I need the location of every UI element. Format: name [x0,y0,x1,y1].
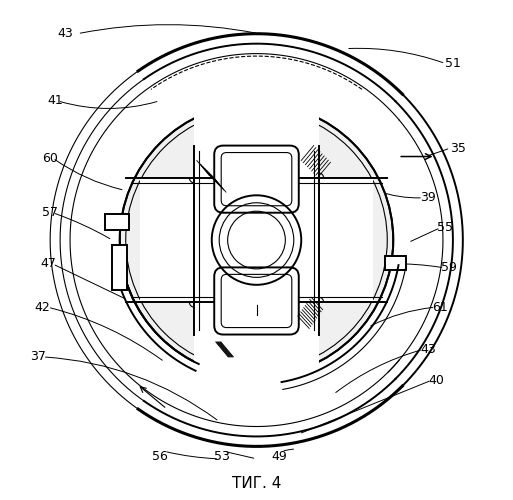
Text: 53: 53 [214,450,230,463]
Text: 35: 35 [450,142,466,154]
Text: 55: 55 [438,221,453,234]
Text: 47: 47 [41,258,56,270]
Text: 42: 42 [35,300,51,314]
Bar [105,214,129,230]
FancyBboxPatch shape [221,274,292,328]
Text: 56: 56 [152,450,167,463]
Text: 59: 59 [442,262,458,274]
Text: 41: 41 [47,94,63,108]
Bar [112,245,127,290]
Text: 61: 61 [432,300,448,314]
Text: ΤИГ. 4: ΤИГ. 4 [232,476,281,491]
Text: 49: 49 [271,450,287,463]
Text: 43: 43 [57,27,73,40]
Text: 37: 37 [30,350,46,364]
FancyBboxPatch shape [221,152,292,206]
Circle shape [120,104,393,377]
Text: 43: 43 [420,343,436,356]
Text: 40: 40 [428,374,444,387]
Bar [140,178,373,302]
Bar [194,86,319,394]
Text: 57: 57 [42,206,58,219]
Text: 60: 60 [42,152,58,164]
FancyBboxPatch shape [214,146,299,212]
Text: 51: 51 [445,57,461,70]
Bar [385,256,406,270]
FancyBboxPatch shape [214,268,299,334]
Text: 39: 39 [420,192,436,204]
